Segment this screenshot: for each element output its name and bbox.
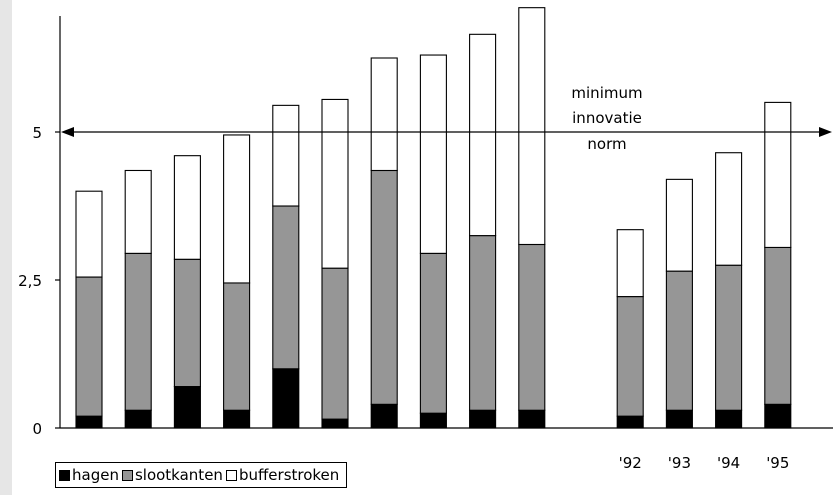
bar-segment-bufferstroken bbox=[75, 190, 103, 278]
legend-swatch-slootkanten bbox=[121, 469, 133, 481]
legend-label-bufferstroken: bufferstroken bbox=[238, 466, 340, 484]
bar-segment-hagen bbox=[321, 418, 349, 429]
bar-segment-slootkanten bbox=[715, 264, 743, 411]
legend-item-bufferstroken: bufferstroken bbox=[225, 466, 340, 484]
bar-segment-bufferstroken bbox=[223, 134, 251, 284]
bar-segment-bufferstroken bbox=[518, 7, 546, 246]
bar-segment-bufferstroken bbox=[715, 152, 743, 266]
bar-segment-bufferstroken bbox=[764, 101, 792, 248]
legend-label-hagen: hagen bbox=[72, 466, 119, 484]
reference-arrow-left bbox=[61, 127, 74, 137]
bar-segment-hagen bbox=[75, 415, 103, 429]
reference-arrow-right bbox=[819, 127, 832, 137]
left-border-strip bbox=[0, 0, 12, 495]
bar-segment-hagen bbox=[764, 403, 792, 429]
bar-segment-hagen bbox=[370, 403, 398, 429]
bar-segment-slootkanten bbox=[272, 205, 300, 370]
reference-label-line: minimum bbox=[571, 84, 642, 102]
legend-swatch-hagen bbox=[59, 469, 70, 481]
y-tick-label: 2,5 bbox=[18, 272, 42, 290]
bar-segment-hagen bbox=[715, 409, 743, 429]
bar-segment-bufferstroken bbox=[272, 104, 300, 207]
bar-segment-hagen bbox=[173, 386, 201, 429]
bar-segment-slootkanten bbox=[469, 235, 497, 411]
bar-segment-bufferstroken bbox=[321, 98, 349, 269]
bar-segment-hagen bbox=[616, 415, 644, 429]
bar-segment-slootkanten bbox=[764, 246, 792, 405]
bar-segment-slootkanten bbox=[518, 243, 546, 411]
bar-segment-hagen bbox=[518, 409, 546, 429]
x-category-label: '92 bbox=[619, 454, 642, 472]
bar-segment-slootkanten bbox=[665, 270, 693, 411]
legend-item-hagen: hagen bbox=[59, 466, 119, 484]
bar-segment-hagen bbox=[419, 412, 447, 429]
bar-segment-slootkanten bbox=[370, 169, 398, 405]
reference-label-line: innovatie bbox=[572, 109, 642, 127]
bar-segment-hagen bbox=[124, 409, 152, 429]
bar-segment-slootkanten bbox=[616, 296, 644, 417]
reference-label-line: norm bbox=[587, 135, 626, 153]
bar-segment-bufferstroken bbox=[616, 229, 644, 298]
chart-legend: hagen slootkanten bufferstroken bbox=[55, 462, 348, 488]
bar-segment-slootkanten bbox=[173, 258, 201, 388]
bar-segment-slootkanten bbox=[419, 252, 447, 414]
bar-segment-hagen bbox=[223, 409, 251, 429]
bar-segment-bufferstroken bbox=[173, 155, 201, 260]
bar-segment-slootkanten bbox=[223, 282, 251, 411]
bar-segment-bufferstroken bbox=[419, 54, 447, 254]
bar-segment-hagen bbox=[272, 368, 300, 429]
x-category-label: '93 bbox=[668, 454, 691, 472]
legend-swatch-bufferstroken bbox=[225, 469, 237, 481]
bar-segment-bufferstroken bbox=[665, 178, 693, 272]
x-category-label: '95 bbox=[766, 454, 789, 472]
y-tick-label: 5 bbox=[32, 124, 42, 142]
bar-segment-slootkanten bbox=[321, 267, 349, 420]
bar-segment-bufferstroken bbox=[124, 169, 152, 254]
y-tick-label: 0 bbox=[32, 420, 42, 438]
legend-item-slootkanten: slootkanten bbox=[121, 466, 223, 484]
bar-segment-slootkanten bbox=[75, 276, 103, 417]
bar-segment-hagen bbox=[665, 409, 693, 429]
bar-segment-hagen bbox=[469, 409, 497, 429]
bar-segment-slootkanten bbox=[124, 252, 152, 411]
bar-segment-bufferstroken bbox=[370, 57, 398, 172]
legend-label-slootkanten: slootkanten bbox=[134, 466, 223, 484]
bar-segment-bufferstroken bbox=[469, 33, 497, 237]
x-category-label: '94 bbox=[717, 454, 740, 472]
